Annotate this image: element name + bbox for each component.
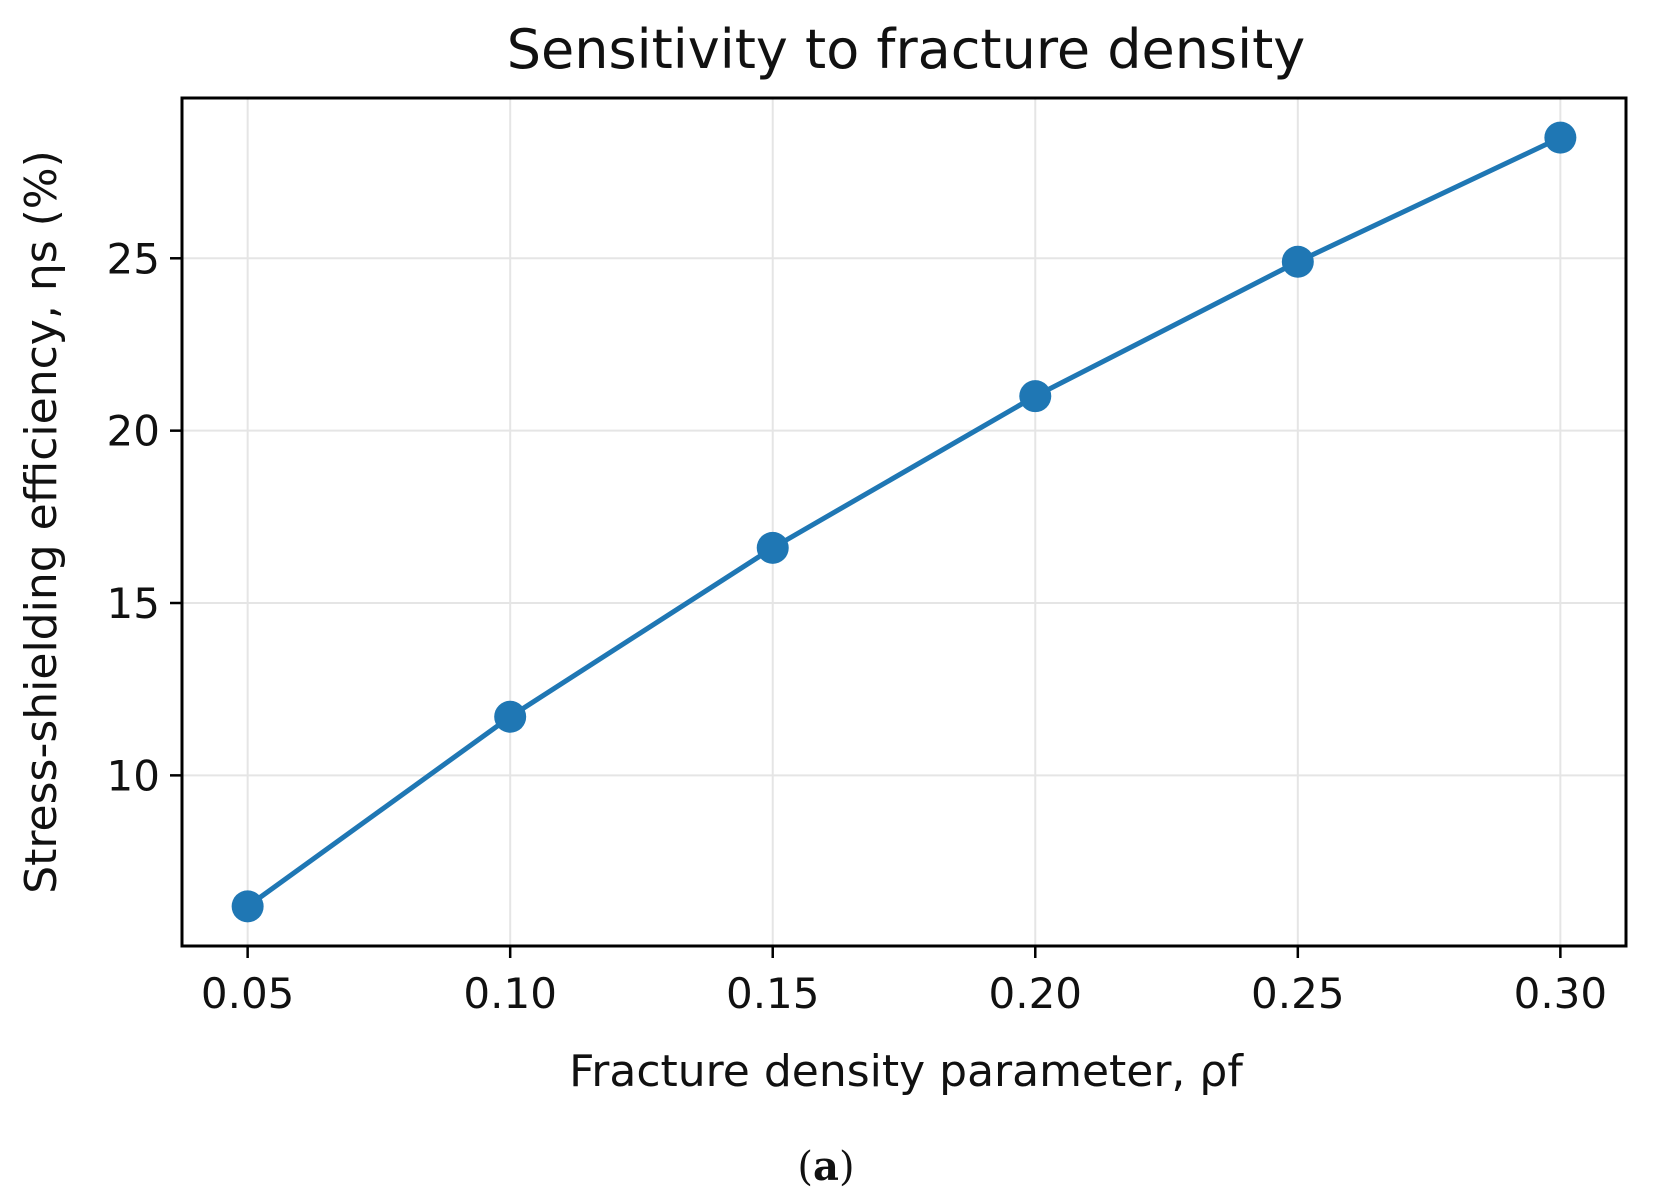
caption-open-paren: ( xyxy=(797,1144,813,1190)
caption-close-paren: ) xyxy=(839,1144,855,1190)
grid xyxy=(182,98,1626,946)
x-axis-label: Fracture density parameter, ρf xyxy=(569,1046,1244,1097)
x-tick-label: 0.15 xyxy=(726,969,820,1018)
y-tick-label: 10 xyxy=(107,751,160,800)
figure-caption: (a) xyxy=(797,1143,854,1190)
data-point xyxy=(1019,380,1052,413)
x-tick-label: 0.05 xyxy=(201,969,295,1018)
x-tick-label: 0.30 xyxy=(1514,969,1608,1018)
y-tick-label: 20 xyxy=(107,407,160,456)
x-tick-label: 0.25 xyxy=(1251,969,1345,1018)
x-tick-label: 0.20 xyxy=(989,969,1083,1018)
series-markers xyxy=(231,121,1577,923)
y-tick-label: 25 xyxy=(107,234,160,283)
y-tick-label: 15 xyxy=(107,579,160,628)
series-line xyxy=(246,135,1562,909)
data-point xyxy=(494,700,527,733)
plot-frame xyxy=(180,96,1628,948)
data-point xyxy=(231,890,264,923)
series-line-group xyxy=(246,135,1562,909)
chart-title: Sensitivity to fracture density xyxy=(507,18,1305,81)
y-axis-ticks: 10 15 20 25 xyxy=(107,234,182,800)
x-axis-ticks: 0.05 0.10 0.15 0.20 0.25 0.30 xyxy=(201,946,1607,1018)
data-point xyxy=(756,531,789,564)
data-point xyxy=(1281,245,1314,278)
y-axis-label: Stress-shielding efficiency, ηs (%) xyxy=(16,150,67,894)
caption-letter: a xyxy=(813,1143,839,1190)
x-tick-label: 0.10 xyxy=(463,969,557,1018)
data-point xyxy=(1544,121,1577,154)
